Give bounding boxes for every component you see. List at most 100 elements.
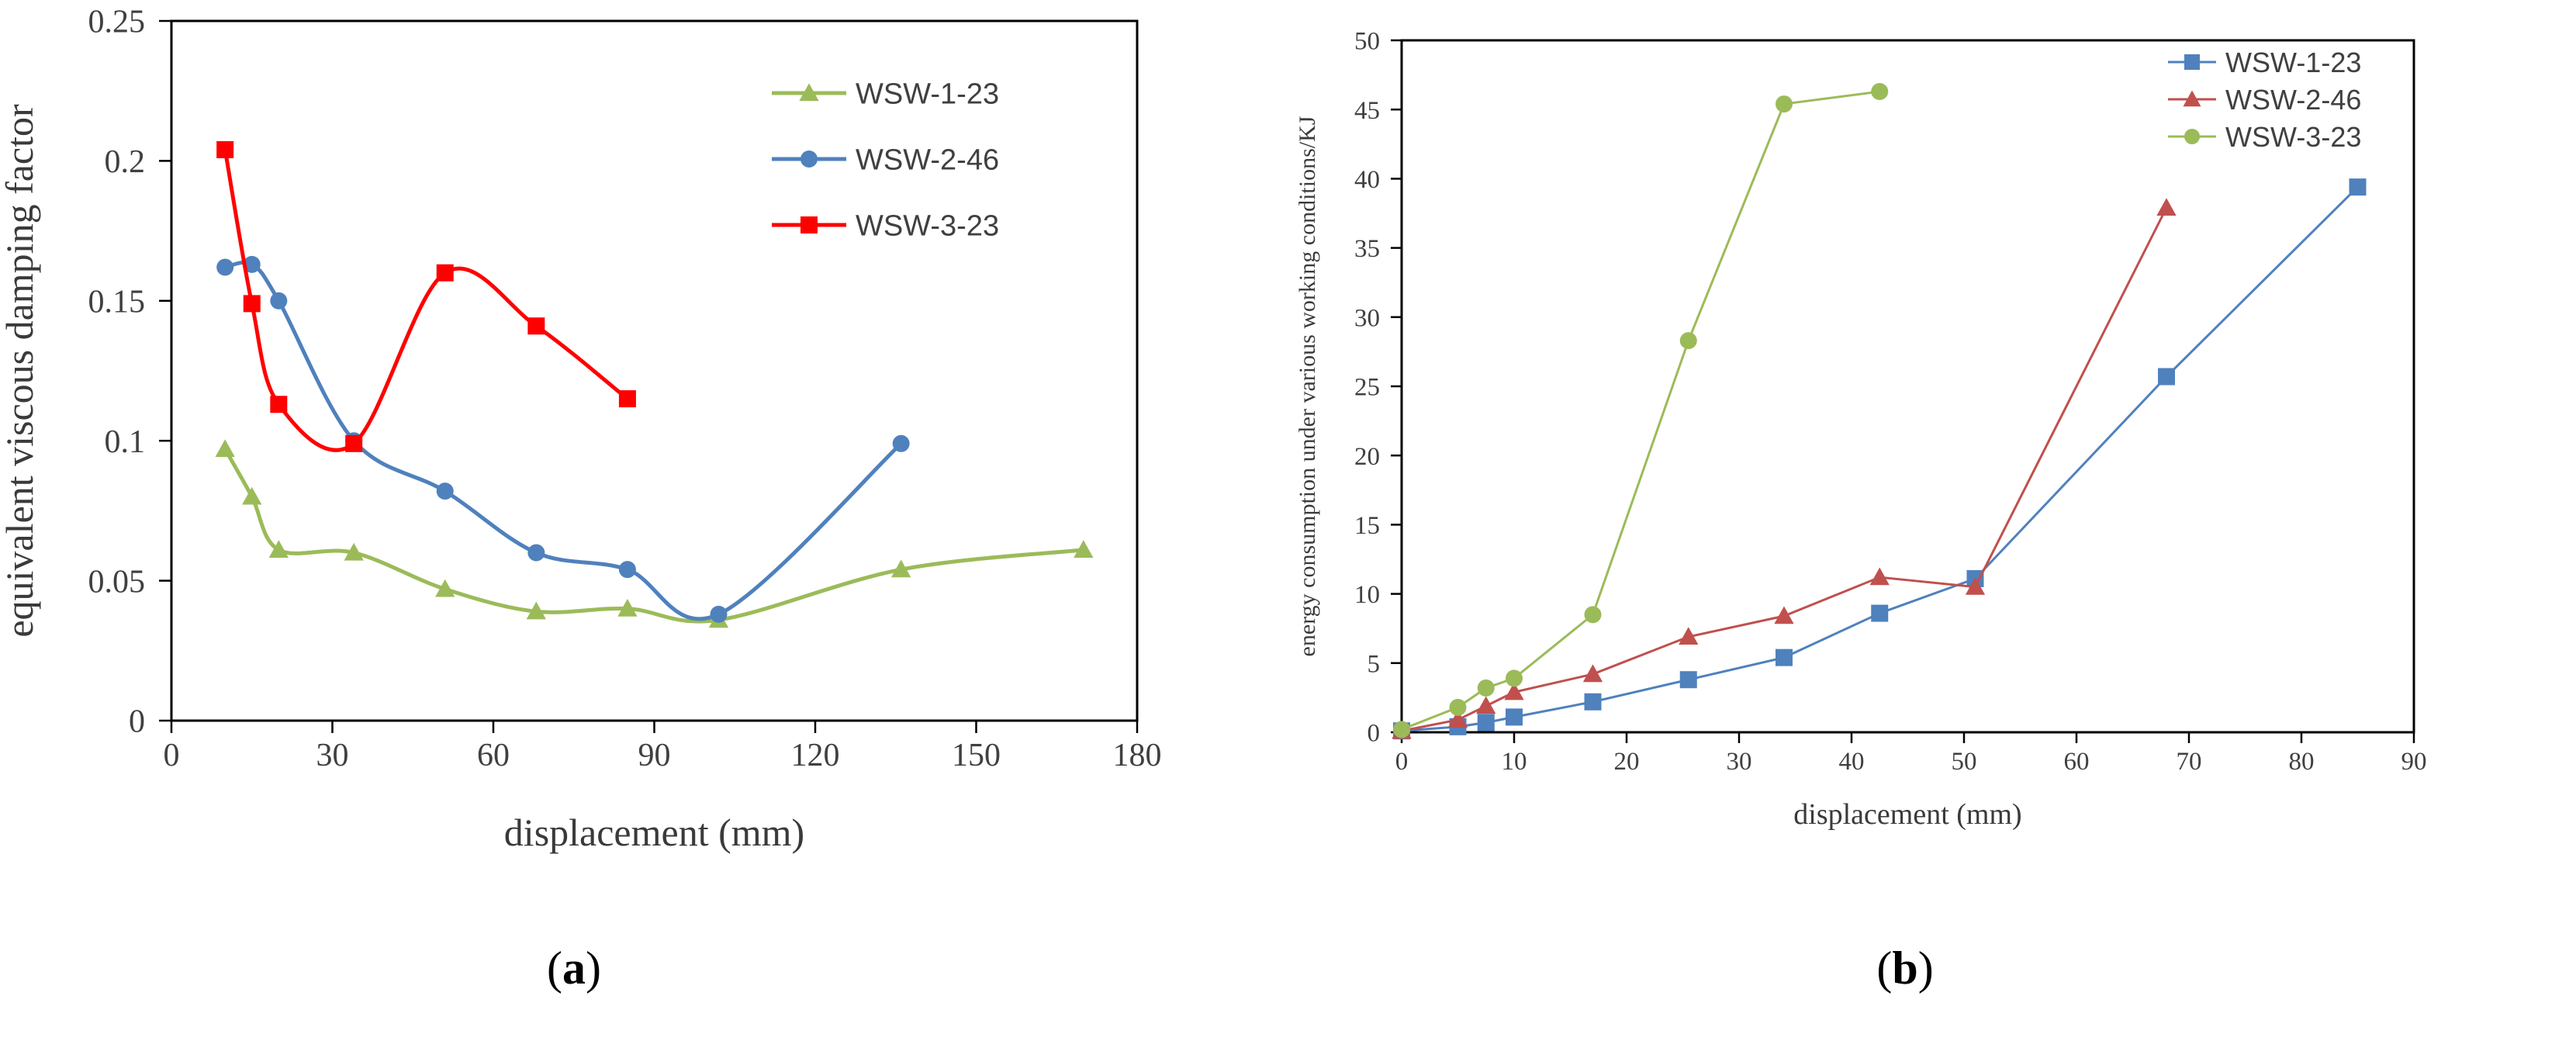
legend-label: WSW-3-23 <box>2225 121 2361 153</box>
series-line <box>1400 90 1881 731</box>
legend-swatch-marker <box>2184 129 2200 144</box>
data-point <box>1776 95 1793 113</box>
x-tick-label: 60 <box>477 738 510 773</box>
y-tick-label: 15 <box>1354 512 1380 540</box>
x-tick-label: 90 <box>2401 748 2427 776</box>
panel-label-close: ) <box>586 942 601 994</box>
data-point <box>710 605 728 623</box>
series-wsw-1-23 <box>1393 178 2367 740</box>
data-point <box>1679 671 1697 689</box>
data-point <box>1871 83 1889 101</box>
x-axis: 0 30 60 90 120 150 180 <box>164 721 1162 773</box>
x-axis-title: displacement (mm) <box>1793 798 2021 831</box>
x-tick-label: 80 <box>2289 748 2315 776</box>
data-point <box>1871 604 1889 622</box>
legend-swatch-marker <box>2183 90 2201 107</box>
x-axis: 0 10 20 30 40 50 60 70 80 90 <box>1395 732 2427 776</box>
series-line <box>223 447 1086 624</box>
data-point <box>436 482 454 500</box>
x-tick-label: 50 <box>1952 748 1977 776</box>
legend-item: WSW-3-23 <box>772 210 999 243</box>
data-point <box>345 434 363 452</box>
legend-label: WSW-1-23 <box>2225 47 2361 78</box>
data-point <box>344 542 364 561</box>
panel-label: (b) <box>1876 942 1933 994</box>
data-point <box>1477 679 1495 697</box>
y-tick-label: 10 <box>1354 581 1380 609</box>
data-point <box>1869 567 1890 586</box>
data-point <box>243 295 261 313</box>
y-axis: 0 0.05 0.1 0.15 0.2 0.25 <box>88 5 171 740</box>
data-point <box>268 540 289 559</box>
y-tick-label: 30 <box>1354 304 1380 332</box>
legend: WSW-1-23 WSW-2-46 WSW-3-23 <box>2168 47 2361 153</box>
data-point <box>1447 710 1468 728</box>
data-point <box>1774 606 1794 624</box>
legend-label: WSW-2-46 <box>2225 84 2361 116</box>
data-point <box>1504 682 1524 700</box>
x-tick-label: 40 <box>1839 748 1865 776</box>
legend-swatch-marker <box>800 150 818 168</box>
x-tick-label: 30 <box>1727 748 1752 776</box>
data-point <box>1393 721 1410 738</box>
x-tick-label: 120 <box>791 738 840 773</box>
y-tick-label: 45 <box>1354 97 1380 125</box>
data-point <box>1776 648 1793 666</box>
legend-swatch-marker <box>799 83 819 102</box>
legend-item: WSW-1-23 <box>2168 47 2361 78</box>
x-tick-label: 90 <box>638 738 671 773</box>
data-point <box>1477 714 1495 731</box>
series-line <box>223 260 904 621</box>
y-axis-title: energy consumption under various working… <box>1295 116 1320 656</box>
data-point <box>1584 693 1602 711</box>
plot-frame <box>170 19 1139 722</box>
panel-label: (a) <box>547 942 601 994</box>
legend-label: WSW-3-23 <box>856 210 999 243</box>
x-tick-label: 10 <box>1502 748 1527 776</box>
y-tick-label: 20 <box>1354 443 1380 471</box>
y-axis: 0 5 10 15 20 25 30 35 40 45 50 <box>1354 28 1402 748</box>
data-point <box>1679 332 1697 350</box>
y-tick-label: 0 <box>129 704 145 740</box>
series-line <box>1400 206 2168 732</box>
data-point <box>2158 368 2175 386</box>
y-tick-label: 0.15 <box>88 285 146 320</box>
y-tick-label: 50 <box>1354 28 1380 56</box>
chart-panel-b: 0 10 20 30 40 50 60 70 80 90 0 5 10 15 20 25 30 35 40 45 50 d… <box>1295 28 2427 994</box>
data-point <box>242 486 262 505</box>
x-tick-label: 30 <box>316 738 349 773</box>
panel-label-close: ) <box>1918 942 1934 994</box>
legend-swatch-marker <box>800 216 818 233</box>
data-point <box>1506 669 1523 687</box>
data-point <box>1584 606 1602 624</box>
data-point <box>891 559 911 578</box>
series-line <box>1400 185 2359 732</box>
legend-item: WSW-2-46 <box>772 144 999 177</box>
data-point <box>216 140 234 158</box>
series-wsw-2-46 <box>216 255 910 623</box>
y-tick-label: 5 <box>1368 650 1381 678</box>
y-tick-label: 0.2 <box>105 144 146 180</box>
y-tick-label: 0.1 <box>105 424 146 460</box>
data-point <box>527 544 545 562</box>
data-point <box>618 390 636 408</box>
data-point <box>1679 627 1699 645</box>
x-tick-label: 60 <box>2064 748 2090 776</box>
legend-item: WSW-2-46 <box>2168 84 2361 116</box>
panel-label-open: ( <box>1876 942 1892 994</box>
data-point <box>270 292 288 310</box>
panel-label-letter: a <box>562 942 586 994</box>
x-tick-label: 70 <box>2177 748 2202 776</box>
data-point <box>436 264 454 282</box>
data-point <box>270 396 288 413</box>
data-point <box>618 561 636 579</box>
y-tick-label: 0 <box>1368 720 1381 748</box>
data-point <box>2349 178 2367 196</box>
data-point <box>1074 540 1094 559</box>
data-point <box>1965 577 1986 595</box>
y-tick-label: 25 <box>1354 374 1380 402</box>
data-point <box>1476 696 1496 714</box>
data-point <box>526 601 546 620</box>
panel-label-open: ( <box>547 942 562 994</box>
y-axis-title: equivalent viscous damping factor <box>0 104 41 638</box>
